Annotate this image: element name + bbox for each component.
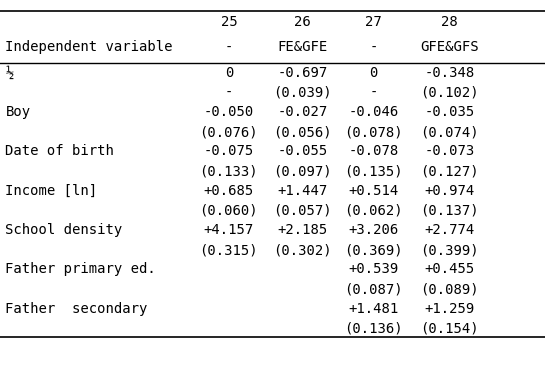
Text: 25: 25 — [221, 15, 237, 29]
Text: (0.078): (0.078) — [344, 125, 403, 139]
Text: (0.315): (0.315) — [199, 243, 258, 257]
Text: (0.074): (0.074) — [420, 125, 479, 139]
Text: -: - — [225, 40, 233, 54]
Text: (0.057): (0.057) — [273, 204, 332, 218]
Text: (0.399): (0.399) — [420, 243, 479, 257]
Text: -0.348: -0.348 — [425, 66, 475, 79]
Text: (0.154): (0.154) — [420, 322, 479, 336]
Text: (0.133): (0.133) — [199, 164, 258, 178]
Text: (0.056): (0.056) — [273, 125, 332, 139]
Text: 0: 0 — [369, 66, 378, 79]
Text: -0.050: -0.050 — [204, 105, 254, 119]
Text: 26: 26 — [294, 15, 311, 29]
Text: -0.027: -0.027 — [277, 105, 328, 119]
Text: (0.369): (0.369) — [344, 243, 403, 257]
Text: +1.481: +1.481 — [348, 302, 398, 316]
Text: (0.060): (0.060) — [199, 204, 258, 218]
Text: 27: 27 — [365, 15, 382, 29]
Text: Income [ln]: Income [ln] — [5, 184, 98, 198]
Text: (0.089): (0.089) — [420, 283, 479, 297]
Text: 0: 0 — [225, 66, 233, 79]
Text: (0.102): (0.102) — [420, 86, 479, 100]
Text: +1.447: +1.447 — [277, 184, 328, 198]
Text: -: - — [369, 40, 378, 54]
Text: -0.055: -0.055 — [277, 144, 328, 158]
Text: (0.135): (0.135) — [344, 164, 403, 178]
Text: +2.185: +2.185 — [277, 223, 328, 237]
Text: School density: School density — [5, 223, 123, 237]
Text: -0.078: -0.078 — [348, 144, 398, 158]
Text: (0.087): (0.087) — [344, 283, 403, 297]
Text: +0.514: +0.514 — [348, 184, 398, 198]
Text: +0.539: +0.539 — [348, 262, 398, 276]
Text: (0.127): (0.127) — [420, 164, 479, 178]
Text: (0.137): (0.137) — [420, 204, 479, 218]
Text: +0.974: +0.974 — [425, 184, 475, 198]
Text: 28: 28 — [441, 15, 458, 29]
Text: ½: ½ — [5, 66, 14, 79]
Text: Boy: Boy — [5, 105, 31, 119]
Text: (0.097): (0.097) — [273, 164, 332, 178]
Text: (0.302): (0.302) — [273, 243, 332, 257]
Text: Independent variable: Independent variable — [5, 40, 173, 54]
Text: (0.062): (0.062) — [344, 204, 403, 218]
Text: Father  secondary: Father secondary — [5, 302, 148, 316]
Text: -0.073: -0.073 — [425, 144, 475, 158]
Text: Father primary ed.: Father primary ed. — [5, 262, 156, 276]
Text: +3.206: +3.206 — [348, 223, 398, 237]
Text: -: - — [225, 86, 233, 100]
Text: -0.046: -0.046 — [348, 105, 398, 119]
Text: +4.157: +4.157 — [204, 223, 254, 237]
Text: Date of birth: Date of birth — [5, 144, 114, 158]
Text: FE&GFE: FE&GFE — [277, 40, 328, 54]
Text: -0.035: -0.035 — [425, 105, 475, 119]
Text: (0.076): (0.076) — [199, 125, 258, 139]
Text: -: - — [369, 86, 378, 100]
Text: (0.039): (0.039) — [273, 86, 332, 100]
Text: +0.685: +0.685 — [204, 184, 254, 198]
Text: -0.075: -0.075 — [204, 144, 254, 158]
Text: GFE&GFS: GFE&GFS — [420, 40, 479, 54]
Text: -0.697: -0.697 — [277, 66, 328, 79]
Text: +0.455: +0.455 — [425, 262, 475, 276]
Text: +1.259: +1.259 — [425, 302, 475, 316]
Text: (0.136): (0.136) — [344, 322, 403, 336]
Text: +2.774: +2.774 — [425, 223, 475, 237]
